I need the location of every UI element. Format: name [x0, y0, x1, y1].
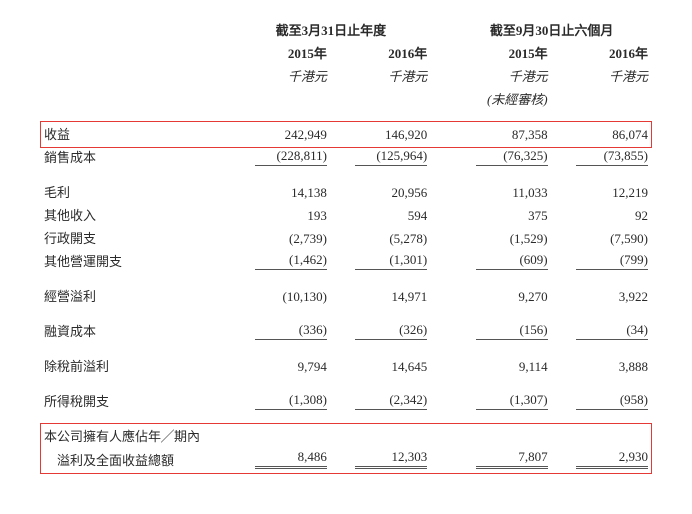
pbt-b2016: 3,888 [576, 359, 648, 375]
col-a-2016: 2016年 [331, 41, 431, 64]
row-admin: 行政開支 (2,739) (5,278) (1,529) (7,590) [40, 226, 652, 249]
row-attr-line2: 溢利及全面收益總額 8,486 12,303 7,807 2,930 [40, 447, 652, 471]
oo-a2015: (1,462) [255, 252, 327, 270]
oo-a2016: (1,301) [355, 252, 427, 270]
unit-a1: 千港元 [231, 64, 331, 87]
cos-b2016: (73,855) [576, 148, 648, 166]
oi-a2015: 193 [255, 208, 327, 224]
label-admin: 行政開支 [40, 226, 231, 249]
income-statement-table: 截至3月31日止年度 截至9月30日止六個月 2015年 2016年 2015年… [40, 18, 652, 471]
gp-a2016: 20,956 [355, 185, 427, 201]
header-year-row: 2015年 2016年 2015年 2016年 [40, 41, 652, 64]
cos-b2015: (76,325) [476, 148, 548, 166]
fc-a2016: (326) [355, 322, 427, 340]
op-a2015: (10,130) [255, 289, 327, 305]
admin-b2015: (1,529) [476, 231, 548, 247]
col-b-2016: 2016年 [552, 41, 652, 64]
attr-a2015: 8,486 [255, 449, 327, 469]
attr-b2016: 2,930 [576, 449, 648, 469]
row-op: 經營溢利 (10,130) 14,971 9,270 3,922 [40, 284, 652, 307]
pbt-b2015: 9,114 [476, 359, 548, 375]
label-op: 經營溢利 [40, 284, 231, 307]
op-a2016: 14,971 [355, 289, 427, 305]
period-a-title: 截至3月31日止年度 [231, 18, 432, 41]
unaudited-note: (未經審核) [451, 87, 551, 110]
label-tax: 所得稅開支 [40, 389, 231, 412]
tax-a2016: (2,342) [355, 392, 427, 410]
label-attr2: 溢利及全面收益總額 [40, 447, 231, 471]
col-a-2015: 2015年 [231, 41, 331, 64]
row-pbt: 除稅前溢利 9,794 14,645 9,114 3,888 [40, 354, 652, 377]
fc-a2015: (336) [255, 322, 327, 340]
gp-b2015: 11,033 [476, 185, 548, 201]
col-b-2015: 2015年 [451, 41, 551, 64]
row-gp: 毛利 14,138 20,956 11,033 12,219 [40, 180, 652, 203]
label-oo: 其他營運開支 [40, 249, 231, 272]
fc-b2015: (156) [476, 322, 548, 340]
oi-a2016: 594 [355, 208, 427, 224]
label-oi: 其他收入 [40, 203, 231, 226]
cos-a2016: (125,964) [355, 148, 427, 166]
header-unaudited-row: (未經審核) [40, 87, 652, 110]
fc-b2016: (34) [576, 322, 648, 340]
oi-b2016: 92 [576, 208, 648, 224]
row-oo: 其他營運開支 (1,462) (1,301) (609) (799) [40, 249, 652, 272]
oi-b2015: 375 [476, 208, 548, 224]
label-attr1: 本公司擁有人應佔年╱期內 [40, 424, 231, 447]
header-unit-row: 千港元 千港元 千港元 千港元 [40, 64, 652, 87]
label-gp: 毛利 [40, 180, 231, 203]
revenue-a2015: 242,949 [255, 127, 327, 143]
op-b2015: 9,270 [476, 289, 548, 305]
label-revenue: 收益 [40, 122, 231, 145]
pbt-a2016: 14,645 [355, 359, 427, 375]
row-attr-line1: 本公司擁有人應佔年╱期內 [40, 424, 652, 447]
unit-a2: 千港元 [331, 64, 431, 87]
revenue-b2016: 86,074 [576, 127, 648, 143]
tax-b2016: (958) [576, 392, 648, 410]
label-cos: 銷售成本 [40, 145, 231, 168]
attr-b2015: 7,807 [476, 449, 548, 469]
admin-b2016: (7,590) [576, 231, 648, 247]
admin-a2015: (2,739) [255, 231, 327, 247]
row-fc: 融資成本 (336) (326) (156) (34) [40, 319, 652, 342]
unit-b2: 千港元 [552, 64, 652, 87]
row-revenue: 收益 242,949 146,920 87,358 86,074 [40, 122, 652, 145]
period-b-title: 截至9月30日止六個月 [451, 18, 652, 41]
pbt-a2015: 9,794 [255, 359, 327, 375]
admin-a2016: (5,278) [355, 231, 427, 247]
tax-a2015: (1,308) [255, 392, 327, 410]
attr-a2016: 12,303 [355, 449, 427, 469]
revenue-b2015: 87,358 [476, 127, 548, 143]
label-pbt: 除稅前溢利 [40, 354, 231, 377]
op-b2016: 3,922 [576, 289, 648, 305]
row-cos: 銷售成本 (228,811) (125,964) (76,325) (73,85… [40, 145, 652, 168]
gp-a2015: 14,138 [255, 185, 327, 201]
label-fc: 融資成本 [40, 319, 231, 342]
revenue-a2016: 146,920 [355, 127, 427, 143]
cos-a2015: (228,811) [255, 148, 327, 166]
unit-b1: 千港元 [451, 64, 551, 87]
oo-b2016: (799) [576, 252, 648, 270]
row-tax: 所得稅開支 (1,308) (2,342) (1,307) (958) [40, 389, 652, 412]
oo-b2015: (609) [476, 252, 548, 270]
header-period-row: 截至3月31日止年度 截至9月30日止六個月 [40, 18, 652, 41]
row-oi: 其他收入 193 594 375 92 [40, 203, 652, 226]
tax-b2015: (1,307) [476, 392, 548, 410]
gp-b2016: 12,219 [576, 185, 648, 201]
